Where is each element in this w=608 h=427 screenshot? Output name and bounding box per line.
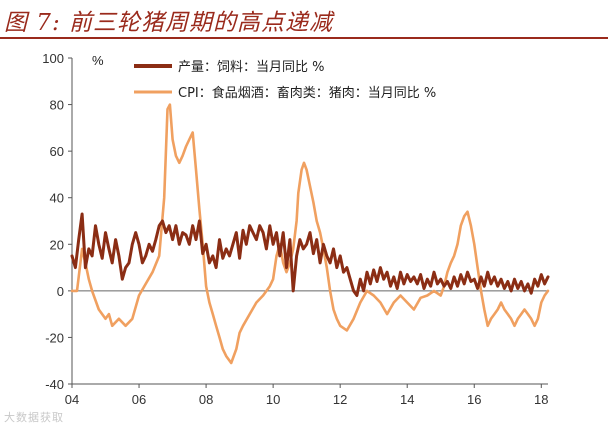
x-tick-label: 12 xyxy=(333,392,347,407)
series-line-feed xyxy=(70,212,550,297)
y-tick-label: 80 xyxy=(50,98,64,113)
series-layer xyxy=(70,103,550,365)
axes: -40 -20 0 20 40 60 80 100 04 06 08 10 12 14 16 18% xyxy=(42,51,548,407)
watermark: 大数据获取 xyxy=(4,411,64,424)
x-tick-label: 18 xyxy=(534,392,548,407)
y-tick-label: 60 xyxy=(50,144,64,159)
x-tick-label: 04 xyxy=(65,392,79,407)
legend-label: 产量：饲料：当月同比 % xyxy=(178,60,325,75)
y-tick-label: 100 xyxy=(42,51,64,66)
x-tick-label: 10 xyxy=(266,392,280,407)
y-tick-label: 20 xyxy=(50,237,64,252)
x-tick-label: 06 xyxy=(132,392,146,407)
y-tick-label: -20 xyxy=(45,330,64,345)
x-tick-label: 14 xyxy=(400,392,414,407)
x-tick-label: 16 xyxy=(467,392,481,407)
legend: 产量：饲料：当月同比 % CPI：食品烟酒：畜肉类：猪肉：当月同比 % xyxy=(134,60,436,101)
series-line-cpi xyxy=(70,103,550,365)
legend-label: CPI：食品烟酒：畜肉类：猪肉：当月同比 % xyxy=(178,85,436,101)
y-unit-label: % xyxy=(92,53,104,68)
figure-title: 图 7: 前三轮猪周期的高点递减 xyxy=(4,10,334,36)
y-tick-label: 0 xyxy=(57,284,64,299)
x-tick-label: 08 xyxy=(199,392,213,407)
title-underline xyxy=(0,37,608,39)
y-tick-label: -40 xyxy=(45,377,64,392)
y-tick-label: 40 xyxy=(50,191,64,206)
